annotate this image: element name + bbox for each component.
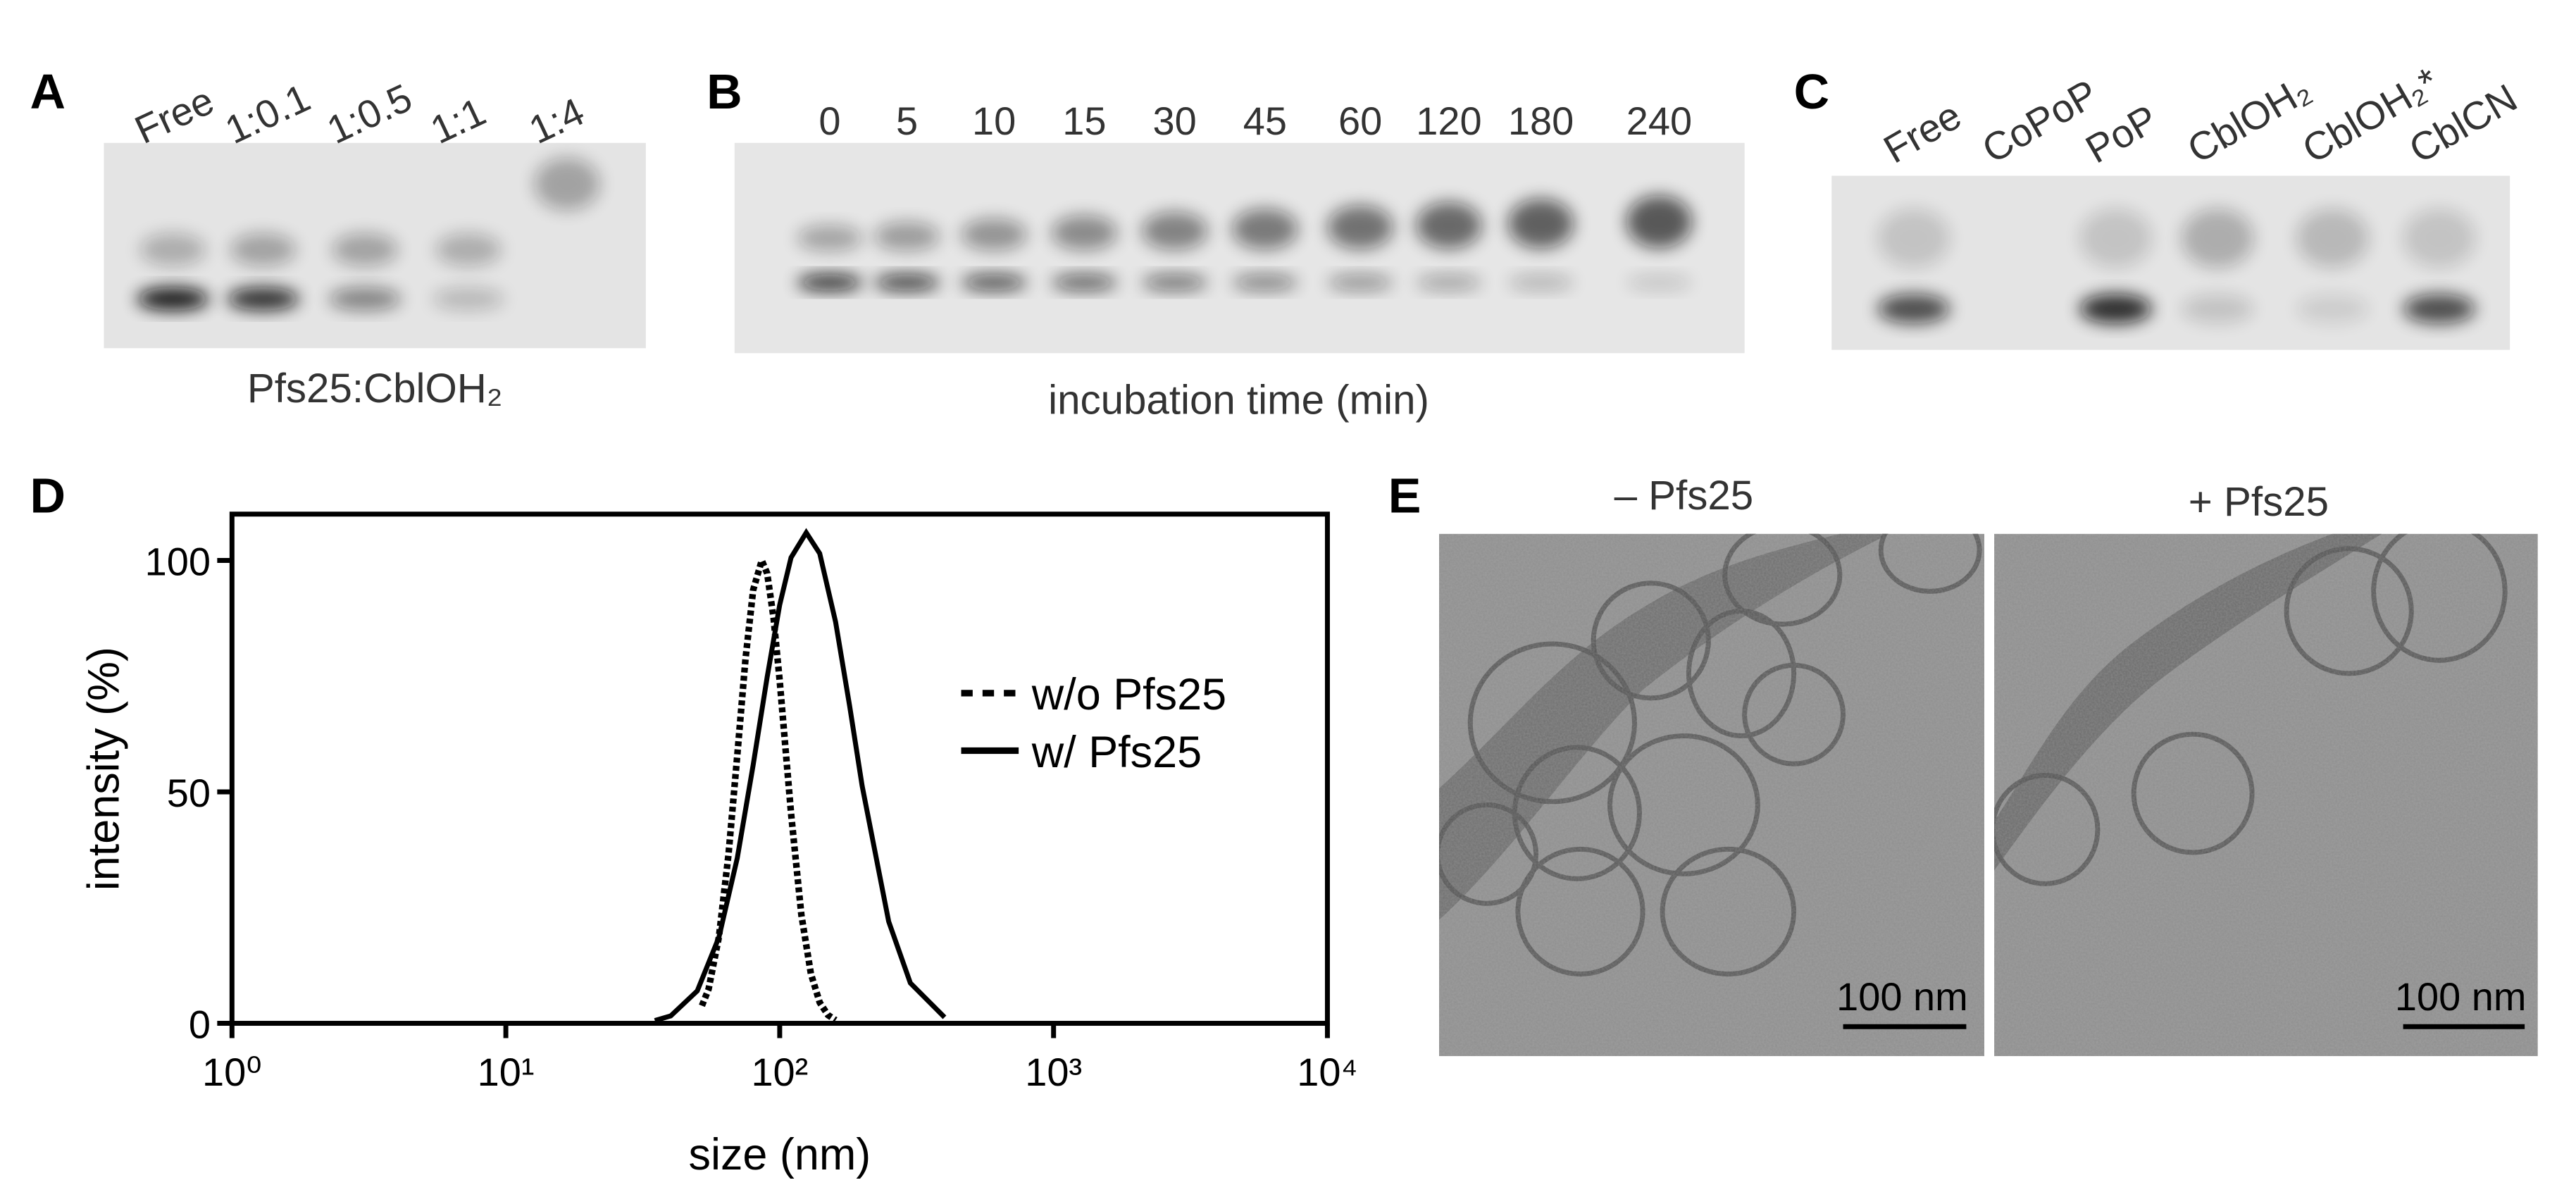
x-tick-label: 10³ xyxy=(1025,1050,1082,1094)
lane-label: 0 xyxy=(819,99,840,143)
y-tick-label: 100 xyxy=(145,539,211,583)
gel-band xyxy=(2079,209,2152,268)
lane-label: 120 xyxy=(1416,99,1481,143)
lane-label: 30 xyxy=(1153,99,1197,143)
x-tick-label: 10⁰ xyxy=(202,1050,262,1094)
gel-band xyxy=(432,287,505,311)
lane-label: 240 xyxy=(1626,99,1692,143)
lane-label: 10 xyxy=(972,99,1016,143)
lane-label: 1:0.1 xyxy=(218,75,316,152)
legend-label: w/o Pfs25 xyxy=(1031,670,1226,719)
lane-label: 180 xyxy=(1508,99,1574,143)
y-tick-label: 0 xyxy=(189,1003,211,1047)
gel-band xyxy=(873,274,940,291)
gel-band xyxy=(1141,274,1208,291)
gel-band xyxy=(534,157,600,211)
gel-band xyxy=(1327,205,1393,249)
x-tick-label: 10¹ xyxy=(478,1050,535,1094)
gel-band xyxy=(328,287,402,311)
image-title: – Pfs25 xyxy=(1614,473,1754,519)
gel-b xyxy=(734,142,1745,354)
micrograph xyxy=(1994,533,2538,1057)
lane-label: Free xyxy=(1876,92,1968,171)
gel-band xyxy=(1507,274,1574,291)
gel-band xyxy=(2296,294,2369,324)
gel-band xyxy=(332,233,398,266)
gel-band xyxy=(1327,274,1393,291)
y-tick-label: 50 xyxy=(167,771,211,815)
lane-label: Free xyxy=(128,77,220,152)
lane-label: 60 xyxy=(1338,99,1382,143)
gel-caption: Pfs25:CblOH₂ xyxy=(247,366,503,411)
gel-band xyxy=(1626,195,1693,249)
gel-band xyxy=(797,225,863,252)
lane-label: 1:0.5 xyxy=(321,75,418,152)
gel-band xyxy=(1232,209,1298,250)
gel-band xyxy=(961,218,1027,251)
lane-label: CoPoP xyxy=(1974,70,2105,171)
panel-label: D xyxy=(30,468,66,523)
gel-band xyxy=(873,221,940,252)
gel-band xyxy=(1416,274,1482,291)
gel-band xyxy=(1232,274,1298,291)
panel-label: E xyxy=(1388,468,1421,523)
gel-band xyxy=(1141,211,1208,250)
lane-label: 15 xyxy=(1062,99,1106,143)
lane-label: CblOH₂ xyxy=(2180,66,2318,171)
gel-band xyxy=(2403,209,2476,268)
x-tick-label: 10⁴ xyxy=(1297,1050,1357,1094)
gel-band xyxy=(1051,274,1118,291)
micrograph xyxy=(1438,533,1985,1057)
gel-band xyxy=(1877,294,1950,324)
gel-group xyxy=(104,142,2510,354)
panel-label: C xyxy=(1794,64,1830,119)
panel-label: A xyxy=(30,64,66,119)
gel-band xyxy=(2296,209,2369,268)
gel-band xyxy=(139,233,206,266)
gel-band xyxy=(2181,209,2254,268)
gel-band xyxy=(2079,294,2152,324)
series-line xyxy=(654,528,947,1023)
gel-band xyxy=(1877,209,1950,268)
gel-c xyxy=(1831,175,2510,350)
gel-band xyxy=(1051,215,1118,251)
gel-band xyxy=(227,287,299,311)
scale-bar-label: 100 nm xyxy=(1836,974,1968,1019)
gel-caption: incubation time (min) xyxy=(1048,378,1429,423)
gel-band xyxy=(961,274,1027,291)
lane-label: 1:1 xyxy=(424,89,492,152)
gel-band xyxy=(1507,199,1574,249)
image-title: + Pfs25 xyxy=(2189,479,2329,525)
gel-band xyxy=(435,233,502,266)
series-line xyxy=(699,550,838,1023)
legend-label: w/ Pfs25 xyxy=(1031,728,1202,777)
gel-band xyxy=(137,287,209,311)
y-axis-label: intensity (%) xyxy=(79,647,128,890)
gel-band xyxy=(230,233,297,266)
lane-label: 1:4 xyxy=(522,89,590,152)
x-tick-label: 10² xyxy=(751,1050,808,1094)
gel-band xyxy=(2181,294,2254,324)
x-axis-label: size (nm) xyxy=(689,1130,871,1179)
gel-band xyxy=(1626,274,1693,291)
lane-label: 45 xyxy=(1243,99,1287,143)
gel-band xyxy=(1416,201,1482,249)
gel-band xyxy=(797,274,863,291)
gel-band xyxy=(2403,294,2476,324)
panel-label: B xyxy=(707,64,742,119)
scale-bar-label: 100 nm xyxy=(2395,974,2527,1019)
lane-label: 5 xyxy=(896,99,918,143)
